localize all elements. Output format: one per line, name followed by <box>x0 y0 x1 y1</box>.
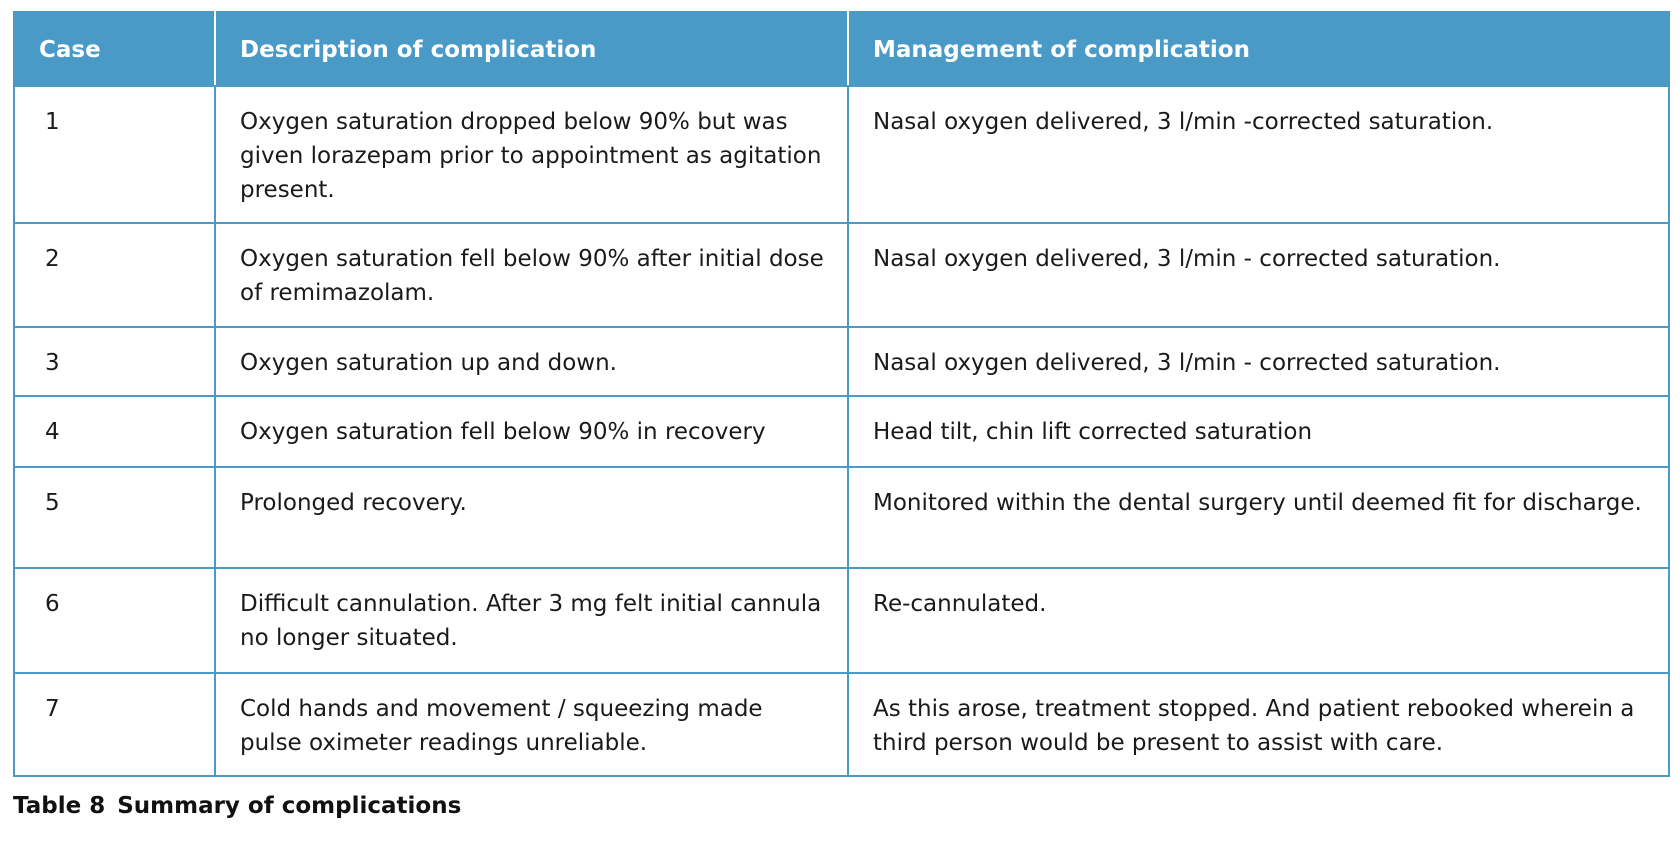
table-row: 4 Oxygen saturation fell below 90% in rec… <box>13 395 1670 468</box>
table-cell: Cold hands and movement / squeezing made… <box>214 672 849 777</box>
table-row: 3 Oxygen saturation up and down. Nasal oxy… <box>13 326 1670 397</box>
table-cell: Oxygen saturation dropped below 90% but … <box>214 85 849 224</box>
header-cell: Case <box>13 11 216 87</box>
table-cell: As this arose, treatment stopped. And pa… <box>847 672 1670 777</box>
table-cell: 5 <box>13 466 216 569</box>
table-cell: Nasal oxygen delivered, 3 l/min - correc… <box>847 222 1670 328</box>
table-cell: 6 <box>13 567 216 674</box>
complications-table: Case Description of complication Managemen… <box>13 11 1670 777</box>
table-cell: Nasal oxygen delivered, 3 l/min - correc… <box>847 326 1670 397</box>
table-cell: Oxygen saturation fell below 90% after i… <box>214 222 849 328</box>
table-cell: 1 <box>13 85 216 224</box>
caption-label: Table 8 <box>13 793 106 819</box>
table-cell: Prolonged recovery. <box>214 466 849 569</box>
caption: Table 8 Summary of complications <box>13 793 473 819</box>
table-cell: Monitored within the dental surgery unti… <box>847 466 1670 569</box>
table-cell: Oxygen saturation fell below 90% in reco… <box>214 395 849 468</box>
table-cell: 3 <box>13 326 216 397</box>
table-cell: Nasal oxygen delivered, 3 l/min -correct… <box>847 85 1670 224</box>
table-cell: Difficult cannulation. After 3 mg felt i… <box>214 567 849 674</box>
table-row: 7 Cold hands and movement / squeezing mad… <box>13 672 1670 777</box>
table-cell: Oxygen saturation up and down. <box>214 326 849 397</box>
table-row: 1 Oxygen saturation dropped below 90% but… <box>13 85 1670 224</box>
table-wrap: Case Description of complication Managemen… <box>13 11 1670 777</box>
header-row: Case Description of complication Managemen… <box>13 11 1670 87</box>
table-row: 6 Difficult cannulation. After 3 mg felt … <box>13 567 1670 674</box>
table-cell: Head tilt, chin lift corrected saturatio… <box>847 395 1670 468</box>
header-cell: Description of complication <box>214 11 849 87</box>
table-cell: 7 <box>13 672 216 777</box>
table-row: 2 Oxygen saturation fell below 90% after … <box>13 222 1670 328</box>
table-row: 5 Prolonged recovery. Monitored within the… <box>13 466 1670 569</box>
table-cell: 2 <box>13 222 216 328</box>
table-cell: 4 <box>13 395 216 468</box>
header-cell: Management of complication <box>847 11 1670 87</box>
caption-text: Summary of complications <box>117 793 462 819</box>
table-cell: Re-cannulated. <box>847 567 1670 674</box>
